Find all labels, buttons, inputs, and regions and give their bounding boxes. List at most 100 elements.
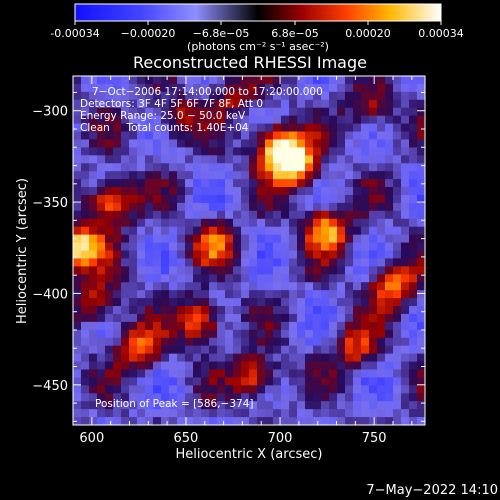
heatmap-cell bbox=[153, 353, 162, 363]
heatmap-cell bbox=[297, 401, 306, 410]
heatmap-cell bbox=[129, 99, 138, 109]
heatmap-cell bbox=[353, 76, 362, 85]
heatmap-cell bbox=[401, 337, 410, 347]
heatmap-cell bbox=[353, 345, 362, 355]
heatmap-cell bbox=[305, 171, 314, 180]
heatmap-cell bbox=[73, 107, 82, 117]
heatmap-cell bbox=[177, 139, 186, 148]
heatmap-cell bbox=[121, 337, 130, 347]
heatmap-cell bbox=[353, 107, 362, 117]
heatmap-cell bbox=[233, 155, 242, 164]
heatmap-cell bbox=[289, 337, 298, 347]
heatmap-cell bbox=[121, 123, 130, 133]
heatmap-cell bbox=[121, 131, 130, 141]
heatmap-cell bbox=[97, 123, 106, 133]
heatmap-cell bbox=[377, 353, 386, 363]
heatmap-cell bbox=[417, 147, 425, 156]
heatmap-cell bbox=[81, 242, 90, 252]
heatmap-cell bbox=[225, 226, 234, 236]
heatmap-cell bbox=[249, 298, 258, 307]
heatmap-cell bbox=[345, 194, 354, 204]
heatmap-cell bbox=[417, 123, 425, 133]
heatmap-cell bbox=[257, 282, 266, 291]
heatmap-cell bbox=[153, 337, 162, 347]
heatmap-cell bbox=[401, 226, 410, 236]
axis-tick-labels: 600 650 700 750−300−350−400−450 bbox=[32, 105, 386, 446]
heatmap-cell bbox=[97, 242, 106, 252]
heatmap-cell bbox=[321, 321, 330, 331]
heatmap-cell bbox=[121, 329, 130, 339]
heatmap-cell bbox=[353, 385, 362, 394]
heatmap-cell bbox=[353, 242, 362, 252]
heatmap-cell bbox=[201, 385, 210, 394]
heatmap-cell bbox=[385, 282, 394, 291]
heatmap-cell bbox=[209, 306, 218, 315]
heatmap-cell bbox=[305, 353, 314, 363]
heatmap-cell bbox=[177, 147, 186, 156]
heatmap-cell bbox=[297, 179, 306, 188]
heatmap-cell bbox=[369, 385, 378, 394]
heatmap-cell bbox=[73, 290, 82, 299]
heatmap-cell bbox=[233, 369, 242, 379]
heatmap-cell bbox=[401, 274, 410, 283]
heatmap-cell bbox=[273, 226, 282, 236]
heatmap-cell bbox=[417, 329, 425, 339]
heatmap-cell bbox=[201, 218, 210, 228]
heatmap-cell bbox=[401, 313, 410, 323]
heatmap-cell bbox=[137, 417, 146, 425]
heatmap-cell bbox=[161, 306, 170, 315]
annotation-time-range: 7−Oct−2006 17:14:00.000 to 17:20:00.000 bbox=[92, 86, 323, 98]
heatmap-cell bbox=[201, 361, 210, 371]
heatmap-cell bbox=[393, 123, 402, 133]
heatmap-cell bbox=[225, 171, 234, 180]
heatmap-cell bbox=[137, 409, 146, 418]
heatmap-cell bbox=[401, 377, 410, 386]
heatmap-cell bbox=[145, 258, 154, 267]
heatmap-cell bbox=[393, 274, 402, 283]
heatmap-cell bbox=[321, 187, 330, 196]
heatmap-cell bbox=[273, 123, 282, 133]
heatmap-cell bbox=[217, 202, 226, 212]
heatmap-cell bbox=[337, 242, 346, 252]
heatmap-cell bbox=[313, 83, 322, 93]
heatmap-cell bbox=[145, 123, 154, 133]
heatmap-cell bbox=[401, 417, 410, 425]
heatmap-cell bbox=[417, 361, 425, 371]
heatmap-cell bbox=[73, 329, 82, 339]
heatmap-cell bbox=[145, 274, 154, 283]
heatmap-cell bbox=[401, 115, 410, 125]
heatmap-cell bbox=[361, 242, 370, 252]
heatmap-cell bbox=[225, 131, 234, 141]
heatmap-cell bbox=[313, 274, 322, 283]
heatmap-cell bbox=[153, 171, 162, 180]
heatmap-cell bbox=[361, 91, 370, 101]
heatmap-cell bbox=[305, 242, 314, 252]
heatmap-cell bbox=[273, 258, 282, 267]
heatmap-cell bbox=[121, 171, 130, 180]
heatmap-cell bbox=[73, 345, 82, 355]
heatmap-cell bbox=[225, 242, 234, 252]
heatmap-cell bbox=[137, 266, 146, 275]
heatmap-cell bbox=[185, 202, 194, 212]
heatmap-cell bbox=[89, 329, 98, 339]
heatmap-cell bbox=[257, 306, 266, 315]
heatmap-cell bbox=[161, 163, 170, 172]
heatmap-cell bbox=[225, 139, 234, 148]
heatmap-cell bbox=[105, 187, 114, 196]
heatmap-cell bbox=[185, 417, 194, 425]
heatmap-cell bbox=[217, 282, 226, 291]
heatmap-cell bbox=[121, 139, 130, 148]
heatmap-cell bbox=[217, 91, 226, 101]
heatmap-cell bbox=[121, 147, 130, 156]
heatmap-cell bbox=[137, 210, 146, 220]
heatmap-cell bbox=[417, 202, 425, 212]
heatmap-cell bbox=[121, 210, 130, 220]
heatmap-cell bbox=[97, 345, 106, 355]
heatmap-cell bbox=[377, 76, 386, 85]
heatmap-cell bbox=[297, 226, 306, 236]
heatmap-cell bbox=[73, 202, 82, 212]
heatmap-cell bbox=[313, 337, 322, 347]
heatmap-cell bbox=[169, 417, 178, 425]
heatmap-cell bbox=[249, 147, 258, 156]
heatmap-cell bbox=[249, 337, 258, 347]
